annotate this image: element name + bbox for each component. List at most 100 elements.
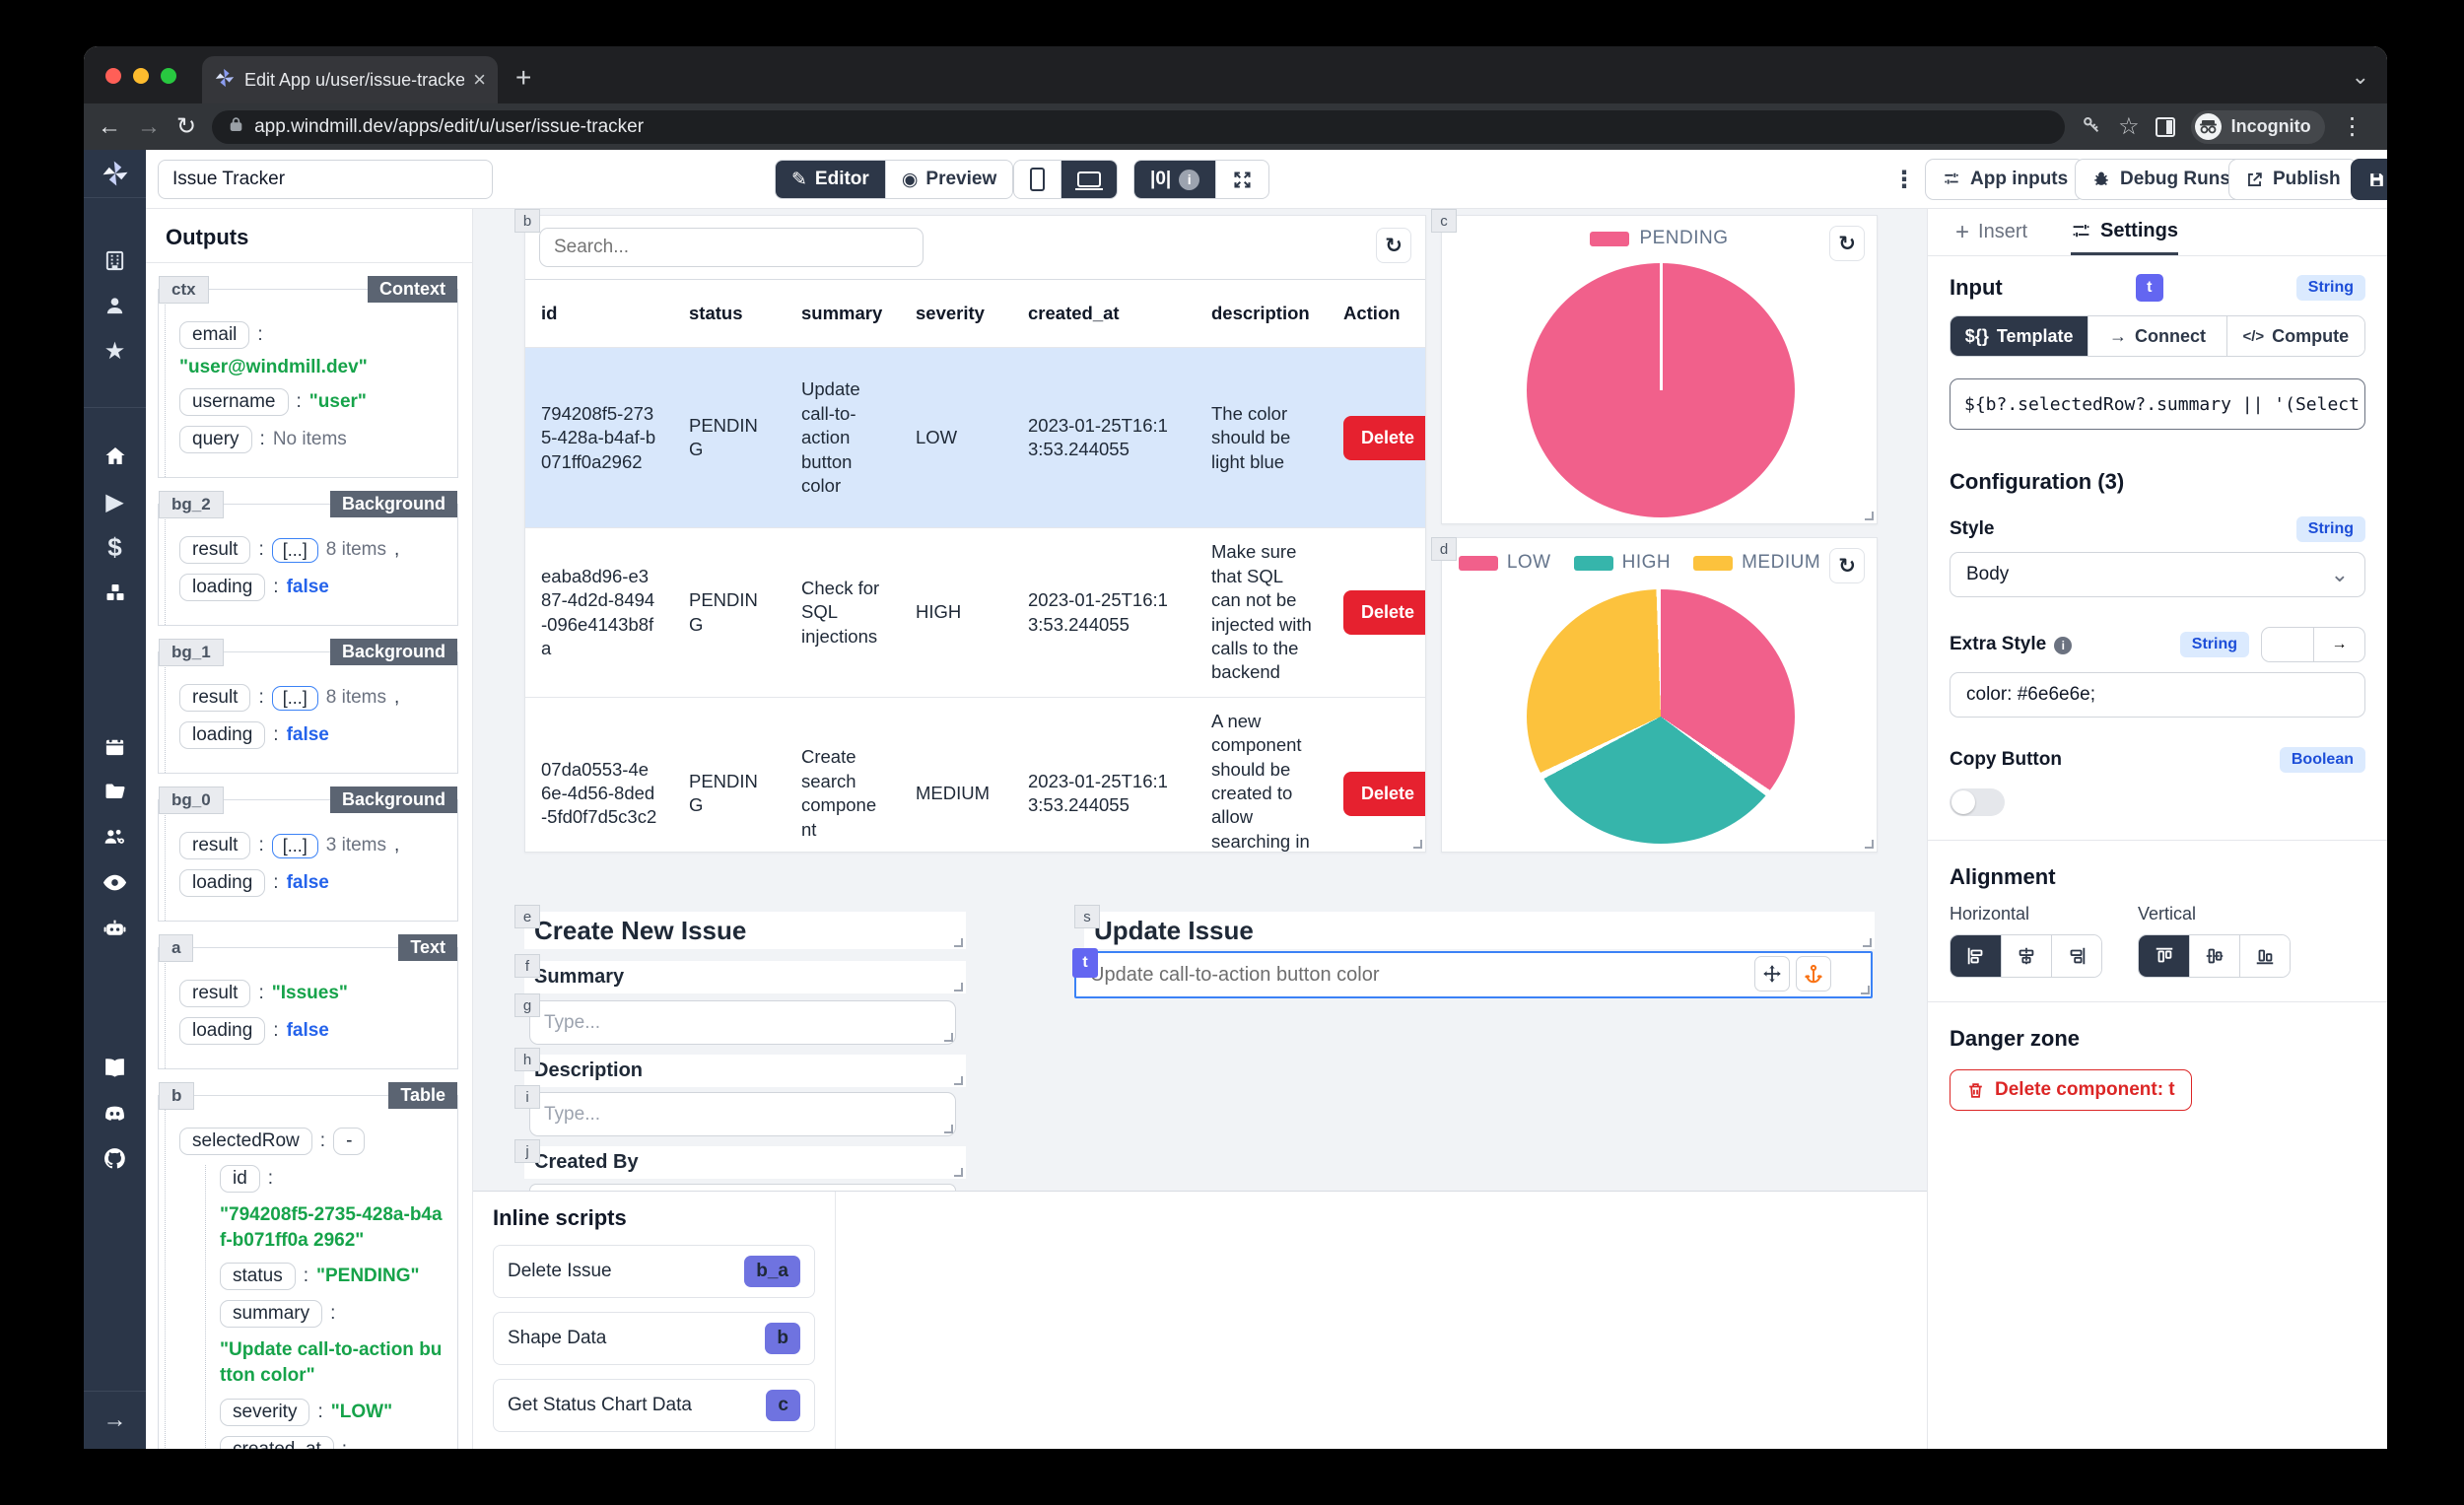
back-icon[interactable]: ← <box>98 112 121 140</box>
component-tag-description-label[interactable]: h <box>514 1048 540 1071</box>
key-pill[interactable]: result <box>179 536 251 564</box>
key-pill[interactable]: query <box>179 426 252 453</box>
output-id-tag[interactable]: b <box>159 1082 195 1110</box>
insert-tab[interactable]: + Insert <box>1955 218 2028 245</box>
array-expander[interactable]: [...] <box>271 833 318 858</box>
key-pill[interactable]: result <box>179 684 251 712</box>
chart-refresh-button[interactable]: ↻ <box>1829 548 1865 583</box>
save-button[interactable]: Save <box>2351 159 2387 200</box>
forward-icon[interactable]: → <box>137 112 161 140</box>
user-icon[interactable] <box>84 283 146 328</box>
column-header[interactable]: description <box>1211 303 1310 323</box>
column-header[interactable]: id <box>541 303 558 323</box>
component-tag-status-chart[interactable]: c <box>1431 209 1457 233</box>
align-right-button[interactable] <box>2051 935 2101 977</box>
template-mode-button[interactable]: ${} Template <box>1951 316 2088 356</box>
hide-panels-button[interactable]: |0| i <box>1134 161 1216 198</box>
component-tag-severity-chart[interactable]: d <box>1431 537 1457 561</box>
delete-row-button[interactable]: Delete <box>1343 771 1425 816</box>
browser-menu-icon[interactable]: ⋮ <box>2340 112 2364 140</box>
desktop-view-button[interactable] <box>1061 161 1117 198</box>
audit-eye-icon[interactable] <box>84 859 146 905</box>
debug-runs-button[interactable]: Debug Runs <box>2075 159 2247 200</box>
component-tag-description-input[interactable]: i <box>514 1085 540 1109</box>
key-icon[interactable] <box>2081 113 2102 140</box>
component-tag-created-by-label[interactable]: j <box>514 1139 540 1163</box>
folders-icon[interactable] <box>84 769 146 814</box>
array-expander[interactable]: [...] <box>271 537 318 563</box>
style-select[interactable]: Body ⌄ <box>1950 552 2365 597</box>
workspace-icon[interactable] <box>84 238 146 283</box>
key-pill[interactable]: result <box>179 832 251 859</box>
more-options-icon[interactable]: ⋮ <box>1892 167 1916 193</box>
schedules-calendar-icon[interactable] <box>84 723 146 769</box>
tab-close-icon[interactable]: × <box>473 67 486 92</box>
column-header[interactable]: summary <box>801 303 883 323</box>
component-tag-summary-input[interactable]: g <box>514 993 540 1017</box>
inline-script-item[interactable]: Delete Issue b_a <box>493 1245 815 1298</box>
side-panel-icon[interactable] <box>2155 116 2175 137</box>
editor-tab[interactable]: ✎ Editor <box>776 161 885 198</box>
new-tab-button[interactable]: + <box>515 62 532 93</box>
fullscreen-button[interactable] <box>1215 161 1268 198</box>
edit-pencil-button[interactable]: ✎ <box>2281 637 2294 653</box>
column-header[interactable]: severity <box>916 303 985 323</box>
table-search-input[interactable] <box>539 228 924 267</box>
close-window-button[interactable] <box>105 68 121 84</box>
key-pill[interactable]: status <box>220 1263 296 1291</box>
table-row[interactable]: 07da0553-4e6e-4d56-8ded-5fd0f7d5c3c2 PEN… <box>525 696 1425 852</box>
runs-play-icon[interactable]: ▶ <box>105 488 124 515</box>
inline-script-item[interactable]: Shape Data b <box>493 1312 815 1365</box>
reload-icon[interactable]: ↻ <box>176 112 197 140</box>
pie-severity[interactable] <box>1527 589 1795 844</box>
column-header[interactable]: Action <box>1343 303 1401 323</box>
component-tag-table[interactable]: b <box>514 209 540 233</box>
resize-handle[interactable] <box>954 938 963 947</box>
align-bottom-button[interactable] <box>2239 935 2290 977</box>
connect-arrow-button[interactable]: → <box>2313 628 2364 661</box>
mobile-view-button[interactable] <box>1014 161 1061 198</box>
key-pill[interactable]: loading <box>179 1017 266 1045</box>
output-id-tag[interactable]: bg_2 <box>159 491 224 518</box>
tab-search-chevron-icon[interactable]: ⌄ <box>2351 64 2369 89</box>
column-header[interactable]: status <box>689 303 743 323</box>
table-row[interactable]: 794208f5-2735-428a-b4af-b071ff0a2962 PEN… <box>525 347 1425 528</box>
compute-mode-button[interactable]: </> Compute <box>2225 316 2364 356</box>
legend-label[interactable]: MEDIUM <box>1742 552 1821 573</box>
key-pill[interactable]: severity <box>220 1398 310 1426</box>
output-id-tag[interactable]: a <box>159 934 194 962</box>
output-id-tag[interactable]: ctx <box>159 276 209 304</box>
legend-label[interactable]: HIGH <box>1621 552 1672 573</box>
discord-icon[interactable] <box>84 1090 146 1135</box>
copy-button-toggle[interactable] <box>1950 788 2005 816</box>
created-by-input-clipped[interactable] <box>529 1184 956 1191</box>
settings-tab[interactable]: Settings <box>2071 209 2178 255</box>
legend-label[interactable]: LOW <box>1506 552 1551 573</box>
selected-component-badge[interactable]: t <box>1072 948 1098 978</box>
key-pill[interactable]: loading <box>179 869 266 897</box>
inline-script-item[interactable]: Get Status Chart Data c <box>493 1379 815 1432</box>
key-pill[interactable]: summary <box>220 1300 323 1329</box>
github-icon[interactable] <box>84 1135 146 1181</box>
docs-book-icon[interactable] <box>84 1045 146 1090</box>
delete-row-button[interactable]: Delete <box>1343 415 1425 460</box>
address-bar[interactable]: app.windmill.dev/apps/edit/u/user/issue-… <box>212 109 2066 144</box>
table-row[interactable]: eaba8d96-e387-4d2d-8494-096e4143b8fa PEN… <box>525 527 1425 696</box>
table-refresh-button[interactable]: ↻ <box>1376 228 1411 263</box>
extra-style-input[interactable]: color: #6e6e6e; <box>1950 672 2365 718</box>
resize-handle[interactable] <box>1863 938 1872 947</box>
maximize-window-button[interactable] <box>161 68 176 84</box>
delete-row-button[interactable]: Delete <box>1343 590 1425 636</box>
template-code-input[interactable]: ${b?.selectedRow?.summary || '(Select a … <box>1950 378 2365 430</box>
preview-tab[interactable]: ◉ Preview <box>884 161 1012 198</box>
component-tag-create-title[interactable]: e <box>514 905 540 928</box>
windmill-logo-icon[interactable] <box>84 150 146 197</box>
component-tag-summary-label[interactable]: f <box>514 954 540 978</box>
align-middle-vertical-button[interactable] <box>2189 935 2239 977</box>
app-inputs-button[interactable]: App inputs <box>1925 159 2086 200</box>
resize-handle[interactable] <box>954 983 963 992</box>
component-tag-update-title[interactable]: s <box>1074 905 1100 928</box>
publish-button[interactable]: Publish <box>2228 159 2358 200</box>
chart-refresh-button[interactable]: ↻ <box>1829 226 1865 261</box>
update-issue-input[interactable]: Update call-to-action button color <box>1074 951 1873 998</box>
